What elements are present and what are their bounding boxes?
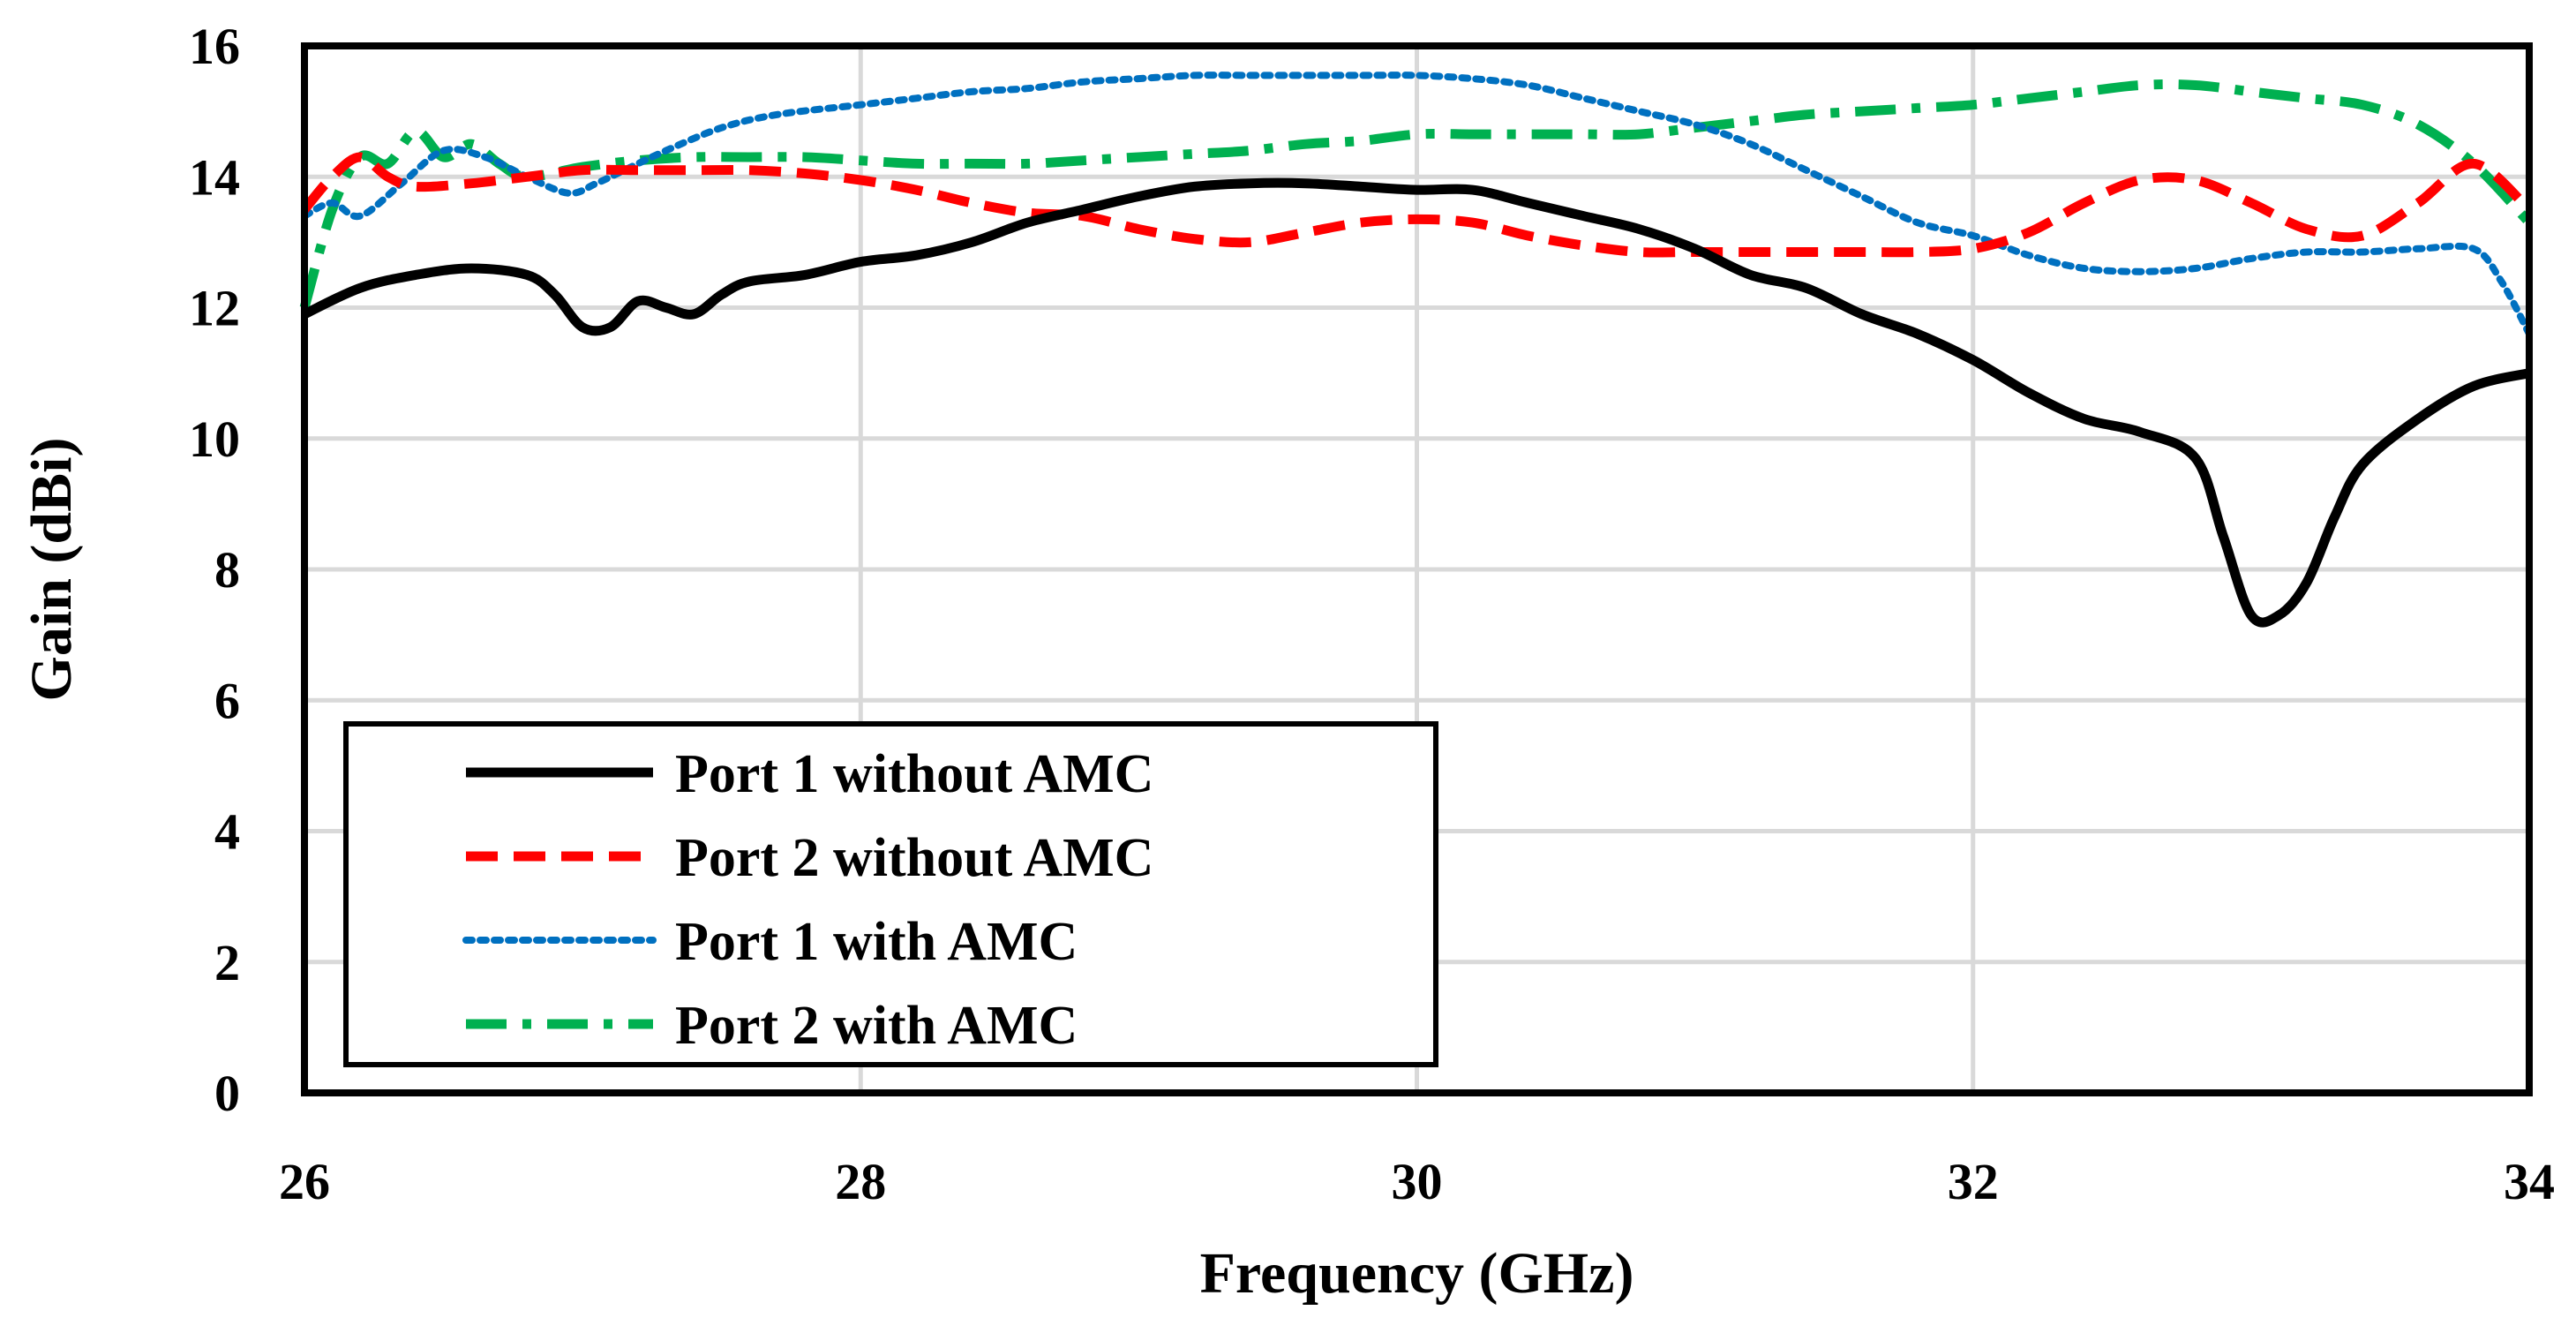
y-tick-label-8: 16 [189,18,240,75]
x-tick-label-2: 30 [1392,1153,1443,1210]
y-tick-label-0: 0 [214,1065,240,1122]
series-line-2 [300,152,2533,258]
y-tick-label-4: 8 [214,541,240,599]
x-tick-label-1: 28 [835,1153,886,1210]
y-tick-label-1: 2 [214,934,240,991]
x-axis-title: Frequency (GHz) [1200,1241,1634,1306]
y-tick-label-2: 4 [214,803,240,861]
legend: Port 1 without AMC Port 2 without AMC Port… [343,721,1438,1067]
tick-labels: 0 2 4 6 8 10 12 14 16 26 28 30 32 34 [189,18,2555,1210]
legend-box [343,721,1438,1067]
plot-frame [301,42,2533,1096]
series-line-3 [301,72,2533,338]
y-tick-label-5: 10 [189,410,240,468]
y-tick-label-7: 14 [189,148,240,206]
legend-label-1: Port 1 without AMC [675,744,1153,804]
legend-label-4: Port 2 with AMC [675,996,1078,1056]
series-line-1 [302,177,2531,628]
series-lines [299,72,2534,628]
y-tick-label-3: 6 [214,672,240,729]
x-tick-label-4: 34 [2504,1153,2555,1210]
legend-label-2: Port 2 without AMC [675,828,1153,888]
y-tick-label-6: 12 [189,280,240,337]
x-tick-label-3: 32 [1948,1153,1999,1210]
legend-label-3: Port 1 with AMC [675,912,1078,972]
y-axis-title: Gain (dBi) [19,438,84,702]
x-tick-label-0: 26 [279,1153,330,1210]
